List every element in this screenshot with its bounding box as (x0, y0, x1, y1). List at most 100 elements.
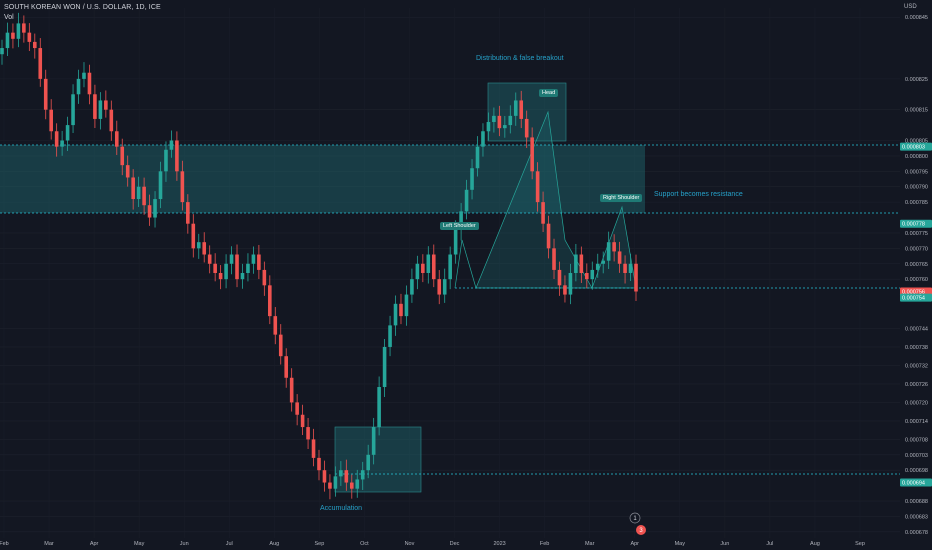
candle-body (235, 254, 239, 280)
candle-body (54, 131, 59, 147)
candle-body (60, 140, 64, 147)
y-tick-label: 0.000678 (905, 530, 928, 536)
candle-body (377, 387, 381, 428)
candle-body (322, 470, 327, 483)
candle-body (32, 41, 37, 49)
candle-body (382, 346, 387, 388)
candle-body (497, 115, 502, 129)
candle-body (136, 186, 141, 200)
candle-body (393, 303, 398, 326)
candle-body (120, 146, 125, 166)
y-tick-label: 0.000726 (905, 382, 928, 388)
y-tick-label: 0.000800 (905, 154, 928, 160)
candle-body (410, 279, 414, 295)
candle-body (202, 242, 207, 255)
candle-body (590, 269, 595, 280)
distribution-annotation: Distribution & false breakout (476, 55, 564, 62)
candle-body (344, 470, 349, 483)
x-axis: Feb Mar Apr May Jun Jul Aug Sep Oct Nov Dec 2023 Feb… (0, 541, 865, 547)
candle-body (109, 109, 114, 132)
candle-body (552, 248, 556, 270)
candle-body (82, 72, 86, 79)
x-tick-label: Nov (405, 541, 415, 547)
candle-body (623, 263, 627, 273)
candle-body (366, 454, 370, 471)
candle-body (71, 94, 75, 126)
candle-body (196, 242, 201, 249)
y-tick-label: 0.000714 (905, 419, 928, 425)
candle-body (421, 263, 425, 273)
candle-body (486, 122, 491, 132)
y-tick-label: 0.000775 (905, 231, 928, 237)
candle-body (87, 72, 92, 95)
price-label-text: 0.000778 (902, 222, 925, 228)
x-tick-label: May (134, 541, 145, 547)
candle-body (278, 334, 283, 357)
candle-body (11, 32, 15, 39)
x-tick-label: 2023 (493, 541, 505, 547)
x-tick-label: Apr (630, 541, 639, 547)
candle-body (207, 254, 212, 264)
y-tick-label: 0.000785 (905, 200, 928, 206)
candle-body (557, 269, 562, 286)
candle-body (218, 273, 223, 280)
candle-body (65, 125, 70, 141)
candle-body (535, 171, 540, 203)
candle-body (585, 273, 589, 280)
candle-body (464, 189, 469, 212)
y-tick-label: 0.000790 (905, 185, 928, 191)
candle-body (295, 402, 299, 415)
range-badge[interactable] (629, 512, 641, 524)
candle-body (257, 254, 261, 270)
candle-body (38, 48, 43, 79)
x-tick-label: Feb (540, 541, 549, 547)
accumulation-box (334, 426, 422, 493)
y-tick-label: 0.000744 (905, 326, 928, 332)
candle-body (246, 263, 250, 273)
candle-body (431, 254, 436, 280)
candle-body (131, 177, 135, 200)
candle-body (76, 78, 81, 95)
candle-body (186, 202, 190, 224)
x-tick-label: Apr (90, 541, 99, 547)
candle-body (519, 100, 524, 119)
y-tick-label: 0.000760 (905, 277, 928, 283)
candle-body (481, 131, 485, 147)
head-tag: Head (539, 89, 559, 97)
candle-body (503, 125, 507, 129)
candle-body (513, 100, 518, 116)
candle-body (399, 303, 403, 317)
candle-body (492, 115, 496, 123)
y-tick-label: 0.000683 (905, 514, 928, 520)
y-tick-label: 0.000732 (905, 363, 928, 369)
x-tick-label: Jul (226, 541, 233, 547)
candle-body (273, 316, 278, 335)
y-tick-label: 0.000765 (905, 262, 928, 268)
x-tick-label: Mar (585, 541, 595, 547)
y-tick-label: 0.000805 (905, 139, 928, 145)
price-label-box (900, 293, 932, 302)
candle-body (240, 273, 245, 280)
y-axis: 0.000845 0.000825 0.000815 0.000805 0.000800… (905, 15, 928, 536)
candle-body (541, 202, 545, 224)
marker-badge[interactable] (636, 525, 646, 535)
candle-body (180, 171, 185, 203)
candle-body (16, 23, 21, 39)
candle-body (628, 263, 633, 273)
candle-body (49, 109, 53, 132)
candle-body (147, 205, 152, 218)
accumulation-annotation: Accumulation (320, 505, 363, 512)
candle-body (601, 260, 606, 264)
x-tick-label: Jun (180, 541, 189, 547)
candle-body (229, 254, 234, 264)
price-label-text: 0.000756 (902, 289, 925, 295)
candle-body (284, 356, 289, 378)
candle-body (574, 254, 578, 273)
candle-body (142, 186, 146, 206)
support-resistance-annotation: Support becomes resistance (654, 191, 743, 198)
candle-body (175, 140, 179, 172)
candle-body (339, 470, 343, 477)
price-label-box (900, 142, 932, 151)
